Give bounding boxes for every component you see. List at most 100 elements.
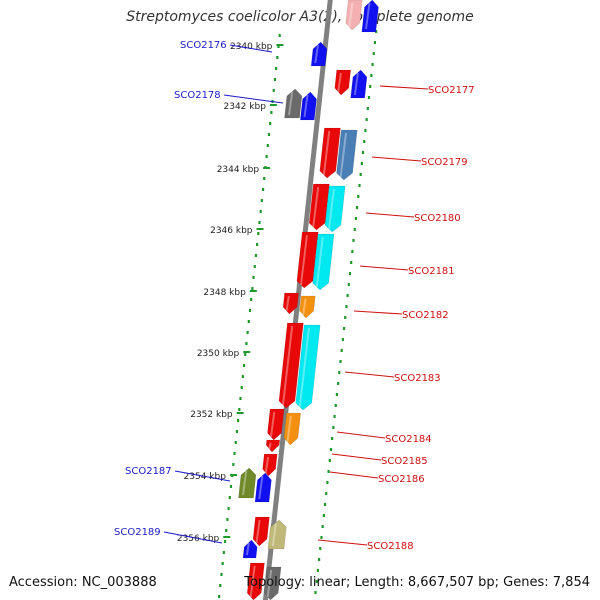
gene-arrow-SCO2182 [299, 295, 316, 319]
gene-highlight-SCO2178 [303, 94, 309, 118]
ruler-dot-left [261, 188, 265, 191]
gene-highlight-SCO2177 [353, 72, 359, 96]
ruler-dot-left [227, 507, 230, 510]
ruler-dot-right [350, 261, 353, 264]
gene-highlight-SCO2178g [288, 91, 294, 116]
gene-highlight-SCO2180r [312, 186, 320, 228]
ruler-dot-left [250, 298, 253, 301]
ruler-dot-right [338, 371, 341, 374]
gene-arrow-SCO2181r [296, 231, 319, 289]
ruler-dot-right [348, 272, 352, 275]
gene-arrow-top-blue [361, 0, 379, 33]
gene-highlight-SCO2187o [241, 470, 248, 496]
ruler-dot-right [328, 459, 331, 462]
ruler-tick-label: 2340 kbp [230, 42, 273, 52]
ruler-dot-right [322, 514, 325, 517]
leader-line-SCO2186 [329, 471, 379, 479]
gene-label-SCO2185: SCO2185 [381, 456, 428, 467]
ruler-dot-left [245, 342, 248, 345]
gene-label-SCO2181: SCO2181 [408, 266, 455, 277]
gene-highlight-SCO2188 [271, 522, 277, 547]
gene-label-SCO2179: SCO2179 [421, 157, 468, 168]
ruler-dot-right [359, 173, 362, 176]
ruler-dot-right [360, 162, 363, 165]
ruler-dot-right [371, 63, 374, 66]
ruler-dot-right [358, 184, 361, 187]
ruler-dot-left [232, 463, 235, 466]
leader-line-SCO2185 [331, 453, 382, 461]
gene-arrow-SCO2183r [278, 322, 304, 409]
ruler-dot-left [258, 221, 261, 224]
accession-text: Accession: NC_003888 [9, 575, 157, 590]
ruler-dot-left [263, 177, 266, 180]
gene-highlight-SCO2181 [315, 236, 324, 288]
ruler-dot-right [352, 239, 355, 242]
ruler-dot-right [317, 558, 321, 561]
gene-highlight-SCO2179r [322, 130, 331, 176]
leader-line-SCO2184 [336, 431, 386, 439]
gene-highlight-bottom-red [249, 565, 256, 598]
ruler-dot-left [272, 89, 275, 92]
gene-arrow-SCO2179r [319, 127, 341, 179]
gene-highlight-SCO2183r [282, 325, 294, 406]
gene-arrow-SCO2181 [312, 233, 335, 291]
ruler-dot-left [235, 430, 239, 433]
gene-label-SCO2186: SCO2186 [378, 474, 425, 485]
ruler-dot-left [270, 111, 273, 114]
ruler-dot-right [365, 118, 368, 121]
ruler-dot-right [323, 503, 327, 506]
gene-arrow-SCO2178 [299, 91, 317, 121]
genome-title: Streptomyces coelicolor A3(2), complete … [126, 9, 474, 25]
ruler-dot-right [319, 547, 322, 550]
ruler-tick-label: 2344 kbp [217, 165, 260, 175]
ruler-dot-right [315, 580, 318, 583]
ruler-dot-right [363, 140, 366, 143]
ruler-dot-right [366, 107, 369, 110]
ruler-dot-left [248, 309, 252, 312]
gene-label-SCO2178: SCO2178 [174, 90, 221, 101]
ruler-dot-left [238, 408, 241, 411]
gene-highlight-SCO2177a [337, 72, 342, 93]
gene-highlight-bottom-gray [266, 569, 273, 598]
ruler-dot-right [357, 195, 360, 198]
ruler-dot-right [370, 74, 373, 77]
ruler-dot-left [259, 210, 262, 213]
ruler-dot-left [240, 386, 243, 389]
ruler-dot-right [335, 393, 339, 396]
ruler-dot-right [332, 426, 335, 429]
ruler-dot-right [367, 96, 371, 99]
ruler-dot-right [369, 85, 372, 88]
ruler-dot-right [346, 294, 349, 297]
ruler-dot-left [220, 573, 223, 576]
gene-highlight-SCO2187 [258, 475, 264, 500]
gene-label-SCO2177: SCO2177 [428, 85, 475, 96]
gene-highlight-SCO2179 [339, 132, 348, 178]
ruler-dot-left [277, 45, 280, 48]
gene-arrow-bottom-red [246, 562, 265, 600]
leader-line-SCO2179 [371, 156, 422, 162]
gene-label-SCO2180: SCO2180 [414, 213, 461, 224]
leader-line-SCO2188 [317, 539, 368, 546]
ruler-dot-left [219, 584, 222, 587]
leader-line-SCO2177 [379, 85, 429, 90]
ruler-dot-right [361, 151, 365, 154]
ruler-dot-right [340, 349, 343, 352]
ruler-dot-left [252, 276, 255, 279]
leader-line-SCO2181 [359, 265, 409, 271]
ruler-dot-left [228, 496, 231, 499]
gene-highlight-SCO2188r [255, 519, 261, 544]
ruler-dot-left [269, 122, 272, 125]
leader-line-SCO2180 [365, 212, 415, 218]
ruler-dot-right [331, 437, 334, 440]
ruler-dot-right [325, 492, 328, 495]
ruler-dot-left [222, 551, 225, 554]
gene-arrow-SCO2187 [254, 472, 272, 503]
gene-arrow-SCO2186 [262, 453, 278, 477]
gene-arrow-top-pink [345, 0, 363, 31]
gene-arrow-SCO2177a [334, 69, 352, 96]
ruler-dot-left [234, 441, 237, 444]
gene-highlight-SCO2183 [298, 327, 310, 408]
ruler-dot-right [326, 481, 329, 484]
ruler-dot-left [256, 243, 259, 246]
